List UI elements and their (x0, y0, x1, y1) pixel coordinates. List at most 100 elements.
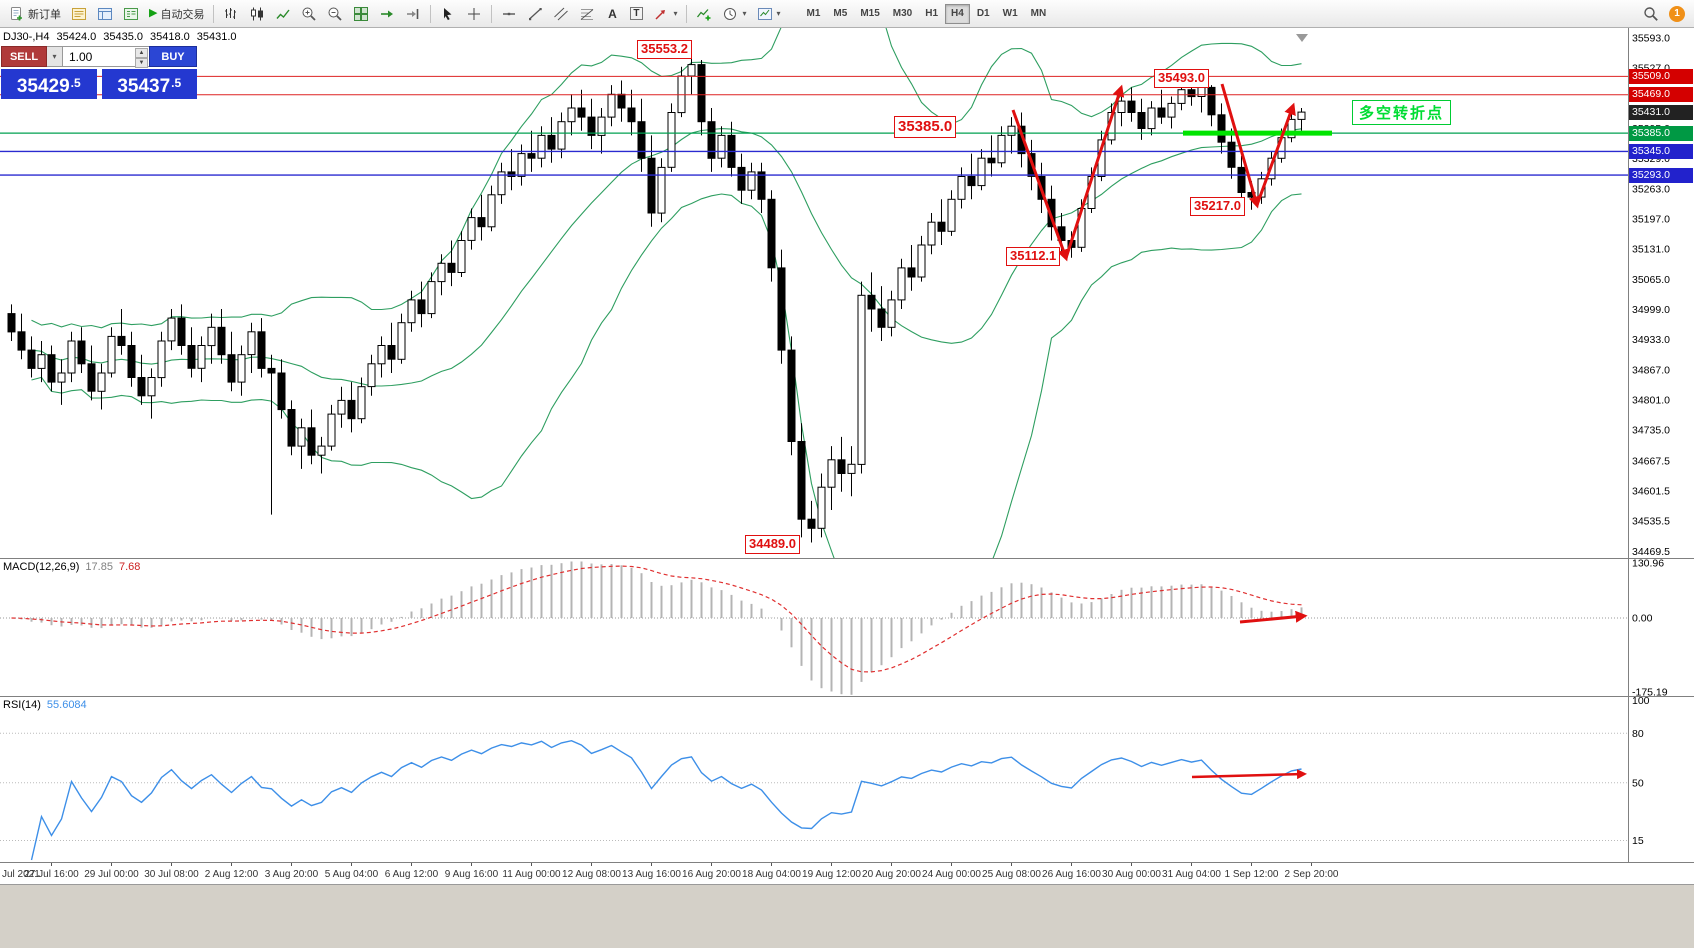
time-axis-label: 27 Jul 16:00 (24, 869, 79, 880)
open-value: 35424.0 (56, 31, 97, 43)
candle-bull (847, 463, 856, 474)
periods-button[interactable]: ▾ (718, 3, 750, 25)
market-watch-button[interactable] (67, 3, 91, 25)
candlestick-chart-button[interactable] (245, 3, 269, 25)
data-window-icon (98, 7, 112, 20)
trendline-icon (529, 7, 543, 20)
auto-scroll-button[interactable] (375, 3, 399, 25)
candle-bear (287, 409, 296, 447)
volume-down-button[interactable]: ▼ (135, 58, 148, 68)
rsi-axis-label: 15 (1632, 835, 1644, 847)
fibonacci-tool-button[interactable] (575, 3, 599, 25)
toolbar-separator (430, 4, 432, 23)
time-axis-label: 26 Aug 16:00 (1042, 869, 1101, 880)
candle-bear (1217, 114, 1226, 143)
candle-bull (297, 427, 306, 447)
candle-bear (477, 217, 486, 228)
chart-shift-button[interactable] (401, 3, 425, 25)
time-axis-label: Jul 2021 (2, 869, 40, 880)
timeframe-h4[interactable]: H4 (945, 3, 970, 24)
buy-price-button[interactable]: 35437 .5 (101, 69, 197, 99)
search-button[interactable] (1639, 3, 1663, 25)
price-axis-label: 34667.5 (1632, 455, 1670, 467)
macd-axis-label: 0.00 (1632, 613, 1653, 625)
chart-shift-icon (407, 8, 419, 19)
chevron-down-icon: ▾ (673, 9, 678, 18)
sell-price-button[interactable]: 35429 .5 (1, 69, 97, 99)
candle-bull (207, 326, 216, 347)
navigator-button[interactable] (119, 3, 143, 25)
candle-bear (447, 262, 456, 273)
order-type-dropdown[interactable]: ▾ (47, 46, 63, 67)
timeframe-h1[interactable]: H1 (919, 4, 944, 24)
buy-button[interactable]: BUY (149, 46, 197, 67)
timeframe-m5[interactable]: M5 (827, 4, 853, 24)
indicators-icon (697, 8, 711, 20)
trend-arrow[interactable] (1239, 610, 1308, 624)
volume-up-button[interactable]: ▲ (135, 48, 148, 58)
notification-badge[interactable]: 1 (1669, 5, 1685, 22)
arrows-tool-button[interactable]: ▾ (649, 3, 681, 25)
timeframe-mn[interactable]: MN (1025, 4, 1053, 24)
horizontal-line-tool-button[interactable] (497, 3, 521, 25)
candle-bull (487, 194, 496, 228)
new-order-label: 新订单 (28, 8, 61, 21)
chart-canvas[interactable]: 35593.0 35527.0 35461.0 35395.0 35329.0 35263… (0, 28, 1694, 884)
candle-bull (607, 93, 616, 118)
channel-tool-button[interactable] (549, 3, 573, 25)
chart-shift-marker[interactable] (1296, 34, 1308, 42)
price-axis-label: 35131.0 (1632, 244, 1670, 256)
volume-field: ▲ ▼ (63, 46, 149, 68)
bar-chart-button[interactable] (219, 3, 243, 25)
candle-bear (507, 171, 516, 177)
text-label-tool-button[interactable]: T (625, 3, 647, 25)
timeframe-w1[interactable]: W1 (997, 4, 1024, 24)
templates-button[interactable]: ▾ (753, 3, 785, 25)
time-axis-label: 3 Aug 20:00 (265, 869, 319, 880)
autotrading-button[interactable]: ▶ 自动交易 (145, 3, 208, 25)
candle-bear (1047, 198, 1056, 228)
tile-windows-button[interactable] (349, 3, 373, 25)
time-axis-label: 19 Aug 12:00 (802, 869, 861, 880)
trend-arrow[interactable] (1011, 109, 1069, 262)
candle-bear (807, 518, 816, 529)
candle-bear (787, 349, 796, 443)
trend-arrow[interactable] (1064, 84, 1125, 259)
candle-bull (897, 267, 906, 301)
chart-background (0, 28, 1694, 884)
high-value: 35435.0 (103, 31, 143, 43)
trend-arrow[interactable] (1220, 83, 1261, 209)
timeframe-d1[interactable]: D1 (971, 4, 996, 24)
trend-arrow[interactable] (1191, 769, 1307, 780)
zoom-in-button[interactable] (297, 3, 321, 25)
candle-bear (307, 427, 316, 456)
candle-bear (187, 345, 196, 369)
candle-bull (997, 134, 1006, 164)
fibonacci-icon (581, 8, 594, 20)
time-axis-label: 1 Sep 12:00 (1225, 869, 1279, 880)
text-tool-button[interactable]: A (601, 3, 623, 25)
zoom-out-button[interactable] (323, 3, 347, 25)
line-chart-button[interactable] (271, 3, 295, 25)
candle-bull (67, 340, 76, 374)
indicators-button[interactable] (692, 3, 716, 25)
template-icon (757, 7, 772, 20)
candle-bear (257, 331, 266, 369)
crosshair-button[interactable] (462, 3, 486, 25)
timeframe-m1[interactable]: M1 (801, 4, 827, 24)
data-window-button[interactable] (93, 3, 117, 25)
candle-bull (887, 299, 896, 328)
timeframe-m30[interactable]: M30 (887, 4, 918, 24)
time-axis-label: 18 Aug 04:00 (742, 869, 801, 880)
rsi-pane (0, 732, 1628, 861)
timeframe-m15[interactable]: M15 (854, 4, 885, 24)
volume-input[interactable] (63, 47, 149, 66)
new-order-button[interactable]: 新订单 (5, 3, 65, 25)
sell-button[interactable]: SELL (1, 46, 47, 67)
candle-bear (867, 294, 876, 310)
cursor-button[interactable] (436, 3, 460, 25)
trend-arrow[interactable] (1255, 102, 1296, 206)
tile-windows-icon (354, 6, 369, 21)
search-icon (1644, 6, 1658, 21)
trendline-tool-button[interactable] (523, 3, 547, 25)
